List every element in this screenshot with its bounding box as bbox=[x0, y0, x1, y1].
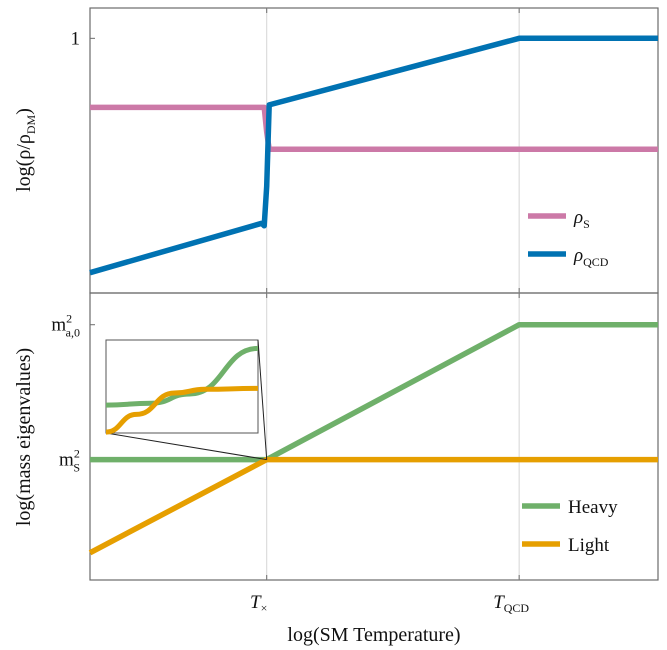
top-y-axis-label: log(ρ/ρDM) bbox=[13, 108, 38, 192]
x-axis-label: log(SM Temperature) bbox=[287, 624, 460, 646]
y-tick-label: m2 S bbox=[59, 447, 80, 475]
series-line bbox=[89, 35, 658, 276]
bottom-panel-grid bbox=[90, 293, 658, 580]
series-line bbox=[90, 321, 658, 463]
y-tick-label: m2 a,0 bbox=[51, 312, 80, 340]
legends: ρS ρQCD Heavy Light bbox=[522, 207, 618, 556]
legend-label: ρQCD bbox=[573, 245, 609, 269]
legend-label: Light bbox=[568, 535, 610, 556]
inset-connector bbox=[105, 432, 267, 461]
inset-heavy-line bbox=[105, 345, 259, 408]
bottom-y-axis-label: log(mass eigenvalues) bbox=[13, 348, 35, 526]
zoom-inset bbox=[105, 339, 268, 461]
series-line bbox=[90, 104, 658, 153]
x-tick-label: TQCD bbox=[493, 592, 529, 615]
bottom-panel-frame bbox=[89, 292, 659, 581]
top-panel-series bbox=[89, 35, 658, 276]
inset-light-line bbox=[105, 385, 259, 435]
inset-connector bbox=[257, 339, 268, 460]
x-tick-label: T× bbox=[250, 592, 267, 615]
y-tick-label: 1 bbox=[71, 28, 81, 49]
legend-label: Heavy bbox=[568, 497, 618, 518]
tick-labels: 1 m2 a,0 m2 S T× TQCD bbox=[51, 28, 529, 615]
legend-label: ρS bbox=[573, 207, 590, 231]
